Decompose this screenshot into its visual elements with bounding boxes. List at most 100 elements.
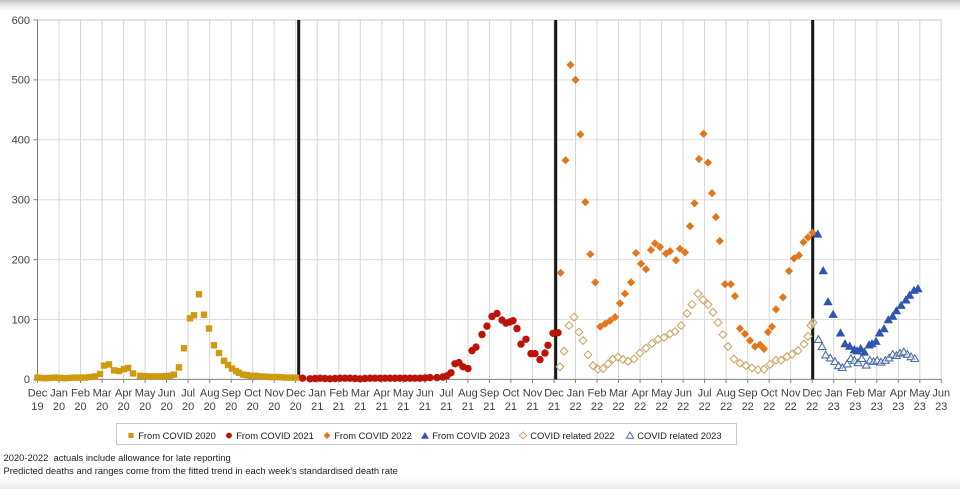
svg-text:Feb: Feb bbox=[588, 388, 607, 400]
svg-text:Aug: Aug bbox=[200, 388, 220, 400]
svg-text:20: 20 bbox=[268, 401, 280, 413]
svg-text:Jun: Jun bbox=[158, 388, 176, 400]
svg-text:22: 22 bbox=[806, 401, 818, 413]
svg-text:Jun: Jun bbox=[674, 388, 692, 400]
svg-text:Oct: Oct bbox=[244, 388, 261, 400]
svg-text:23: 23 bbox=[871, 401, 883, 413]
svg-text:22: 22 bbox=[742, 401, 754, 413]
svg-text:Sep: Sep bbox=[738, 388, 758, 400]
svg-text:Jan: Jan bbox=[825, 388, 843, 400]
svg-text:22: 22 bbox=[698, 401, 710, 413]
svg-text:21: 21 bbox=[526, 401, 538, 413]
svg-text:Sep: Sep bbox=[480, 388, 500, 400]
svg-text:Feb: Feb bbox=[846, 388, 865, 400]
svg-text:COVID related 2022: COVID related 2022 bbox=[530, 430, 614, 441]
svg-text:Dec: Dec bbox=[286, 388, 306, 400]
svg-text:600: 600 bbox=[12, 15, 30, 27]
svg-text:21: 21 bbox=[548, 401, 560, 413]
svg-text:COVID related 2023: COVID related 2023 bbox=[637, 430, 721, 441]
svg-text:2020-2022 actuals include all: 2020-2022 actuals include allowance for … bbox=[4, 452, 231, 463]
svg-text:Apr: Apr bbox=[115, 388, 132, 400]
svg-text:22: 22 bbox=[720, 401, 732, 413]
svg-text:100: 100 bbox=[12, 314, 30, 326]
svg-text:22: 22 bbox=[655, 401, 667, 413]
svg-text:23: 23 bbox=[828, 401, 840, 413]
svg-text:From COVID 2023: From COVID 2023 bbox=[432, 430, 510, 441]
svg-text:200: 200 bbox=[12, 254, 30, 266]
svg-text:20: 20 bbox=[74, 401, 86, 413]
svg-text:20: 20 bbox=[182, 401, 194, 413]
svg-text:Jan: Jan bbox=[308, 388, 326, 400]
svg-text:Predicted deaths and ranges co: Predicted deaths and ranges come from th… bbox=[4, 465, 398, 476]
svg-text:21: 21 bbox=[483, 401, 495, 413]
svg-text:Jan: Jan bbox=[50, 388, 68, 400]
svg-text:23: 23 bbox=[849, 401, 861, 413]
svg-text:May: May bbox=[135, 388, 156, 400]
svg-text:0: 0 bbox=[24, 374, 30, 386]
svg-text:Jan: Jan bbox=[567, 388, 585, 400]
svg-text:21: 21 bbox=[440, 401, 452, 413]
svg-text:Nov: Nov bbox=[781, 388, 801, 400]
svg-text:22: 22 bbox=[612, 401, 624, 413]
svg-text:400: 400 bbox=[12, 135, 30, 147]
svg-text:20: 20 bbox=[290, 401, 302, 413]
svg-text:Dec: Dec bbox=[802, 388, 822, 400]
svg-text:From COVID 2022: From COVID 2022 bbox=[334, 430, 412, 441]
svg-text:21: 21 bbox=[462, 401, 474, 413]
svg-text:Oct: Oct bbox=[502, 388, 519, 400]
svg-text:23: 23 bbox=[892, 401, 904, 413]
svg-text:21: 21 bbox=[354, 401, 366, 413]
svg-text:Aug: Aug bbox=[458, 388, 478, 400]
svg-text:Apr: Apr bbox=[373, 388, 390, 400]
svg-text:21: 21 bbox=[376, 401, 388, 413]
svg-text:20: 20 bbox=[204, 401, 216, 413]
svg-text:Jul: Jul bbox=[439, 388, 453, 400]
svg-text:500: 500 bbox=[12, 75, 30, 87]
svg-text:May: May bbox=[393, 388, 414, 400]
svg-text:20: 20 bbox=[139, 401, 151, 413]
svg-text:Apr: Apr bbox=[890, 388, 907, 400]
svg-text:20: 20 bbox=[96, 401, 108, 413]
svg-text:20: 20 bbox=[225, 401, 237, 413]
svg-text:21: 21 bbox=[397, 401, 409, 413]
svg-text:Nov: Nov bbox=[264, 388, 284, 400]
svg-text:From COVID 2021: From COVID 2021 bbox=[236, 430, 314, 441]
svg-text:Feb: Feb bbox=[329, 388, 348, 400]
svg-text:Sep: Sep bbox=[221, 388, 241, 400]
svg-text:22: 22 bbox=[569, 401, 581, 413]
svg-text:Mar: Mar bbox=[609, 388, 628, 400]
svg-text:23: 23 bbox=[935, 401, 947, 413]
svg-text:20: 20 bbox=[160, 401, 172, 413]
svg-text:Mar: Mar bbox=[867, 388, 886, 400]
svg-text:22: 22 bbox=[634, 401, 646, 413]
svg-text:Jun: Jun bbox=[932, 388, 950, 400]
svg-text:Jul: Jul bbox=[181, 388, 195, 400]
svg-text:Mar: Mar bbox=[351, 388, 370, 400]
svg-text:Feb: Feb bbox=[71, 388, 90, 400]
svg-text:May: May bbox=[651, 388, 672, 400]
svg-text:300: 300 bbox=[12, 195, 30, 207]
svg-text:20: 20 bbox=[117, 401, 129, 413]
svg-text:From COVID 2020: From COVID 2020 bbox=[138, 430, 216, 441]
svg-text:21: 21 bbox=[419, 401, 431, 413]
svg-text:22: 22 bbox=[763, 401, 775, 413]
svg-text:21: 21 bbox=[505, 401, 517, 413]
svg-text:21: 21 bbox=[311, 401, 323, 413]
svg-text:Jun: Jun bbox=[416, 388, 434, 400]
svg-text:22: 22 bbox=[677, 401, 689, 413]
svg-text:Jul: Jul bbox=[698, 388, 712, 400]
svg-text:Dec: Dec bbox=[28, 388, 48, 400]
svg-text:Apr: Apr bbox=[632, 388, 649, 400]
svg-text:21: 21 bbox=[333, 401, 345, 413]
svg-text:Nov: Nov bbox=[523, 388, 543, 400]
svg-text:22: 22 bbox=[785, 401, 797, 413]
svg-text:Mar: Mar bbox=[93, 388, 112, 400]
svg-text:23: 23 bbox=[914, 401, 926, 413]
svg-text:Aug: Aug bbox=[716, 388, 736, 400]
svg-text:May: May bbox=[909, 388, 930, 400]
svg-text:Dec: Dec bbox=[544, 388, 564, 400]
svg-text:Oct: Oct bbox=[761, 388, 778, 400]
svg-text:19: 19 bbox=[31, 401, 43, 413]
svg-text:20: 20 bbox=[247, 401, 259, 413]
svg-text:22: 22 bbox=[591, 401, 603, 413]
